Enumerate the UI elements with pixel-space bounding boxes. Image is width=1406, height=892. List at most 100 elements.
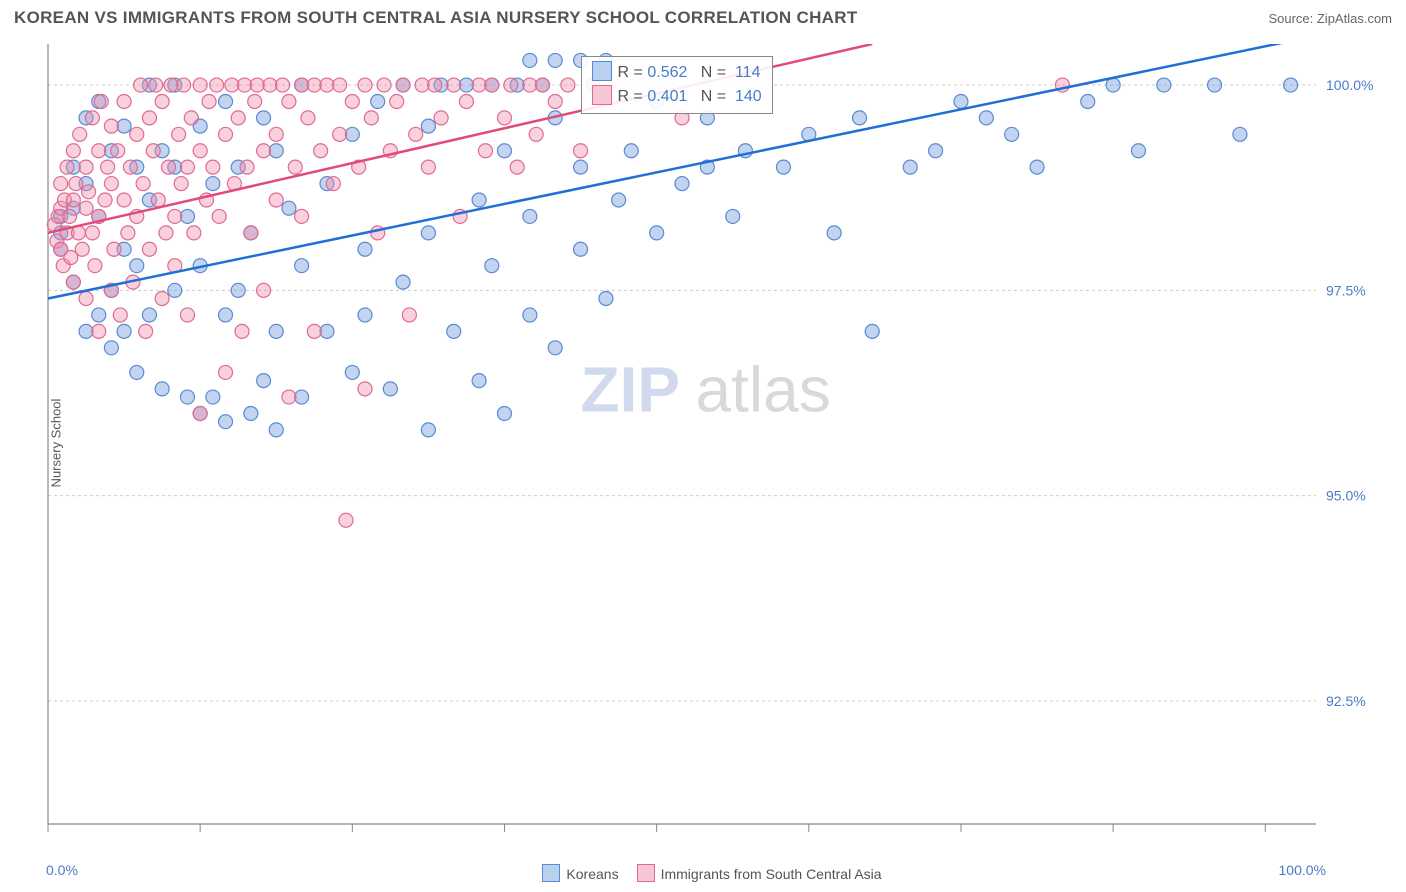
data-point [421, 423, 435, 437]
data-point [244, 226, 258, 240]
data-point [574, 242, 588, 256]
data-point [212, 209, 226, 223]
data-point [210, 78, 224, 92]
stat-value-n: 114 [735, 64, 761, 81]
data-point [523, 209, 537, 223]
data-point [396, 78, 410, 92]
data-point [447, 78, 461, 92]
data-point [123, 160, 137, 174]
data-point [314, 144, 328, 158]
stat-label-r: R = [618, 64, 648, 81]
data-point [130, 127, 144, 141]
data-point [472, 193, 486, 207]
data-point [155, 382, 169, 396]
stats-row: R = 0.401 N = 140 [592, 85, 762, 109]
data-point [776, 160, 790, 174]
data-point [548, 53, 562, 67]
y-tick-label: 95.0% [1326, 488, 1366, 504]
data-point [307, 78, 321, 92]
data-point [174, 177, 188, 191]
data-point [142, 111, 156, 125]
data-point [510, 160, 524, 174]
stat-label-r: R = [618, 88, 648, 105]
data-point [111, 144, 125, 158]
data-point [447, 324, 461, 338]
stat-label-n: N = [687, 64, 735, 81]
data-point [263, 78, 277, 92]
data-point [85, 226, 99, 240]
data-point [155, 292, 169, 306]
data-point [288, 160, 302, 174]
data-point [206, 160, 220, 174]
data-point [219, 127, 233, 141]
chart-title: KOREAN VS IMMIGRANTS FROM SOUTH CENTRAL … [14, 8, 858, 28]
data-point [117, 119, 131, 133]
data-point [269, 193, 283, 207]
data-point [295, 259, 309, 273]
data-point [79, 292, 93, 306]
data-point [121, 226, 135, 240]
data-point [485, 78, 499, 92]
data-point [73, 127, 87, 141]
data-point [184, 111, 198, 125]
stat-label-n: N = [687, 88, 735, 105]
stats-row: R = 0.562 N = 114 [592, 61, 762, 85]
data-point [104, 119, 118, 133]
svg-text:ZIP: ZIP [581, 354, 681, 426]
data-point [69, 177, 83, 191]
data-point [307, 324, 321, 338]
data-point [136, 177, 150, 191]
data-point [478, 144, 492, 158]
data-point [415, 78, 429, 92]
data-point [485, 259, 499, 273]
data-point [92, 308, 106, 322]
data-point [269, 144, 283, 158]
data-point [282, 94, 296, 108]
series-immigrants-from-south-central-asia [47, 78, 1069, 527]
legend-label: Koreans [566, 866, 618, 882]
data-point [238, 78, 252, 92]
data-point [257, 144, 271, 158]
data-point [142, 308, 156, 322]
stats-legend-box: R = 0.562 N = 114R = 0.401 N = 140 [581, 56, 773, 114]
data-point [79, 201, 93, 215]
data-point [82, 185, 96, 199]
data-point [231, 111, 245, 125]
data-point [269, 423, 283, 437]
legend-swatch [592, 85, 612, 105]
data-point [117, 94, 131, 108]
data-point [240, 160, 254, 174]
data-point [206, 177, 220, 191]
data-point [1030, 160, 1044, 174]
data-point [402, 308, 416, 322]
data-point [104, 177, 118, 191]
data-point [523, 308, 537, 322]
data-point [383, 382, 397, 396]
data-point [320, 78, 334, 92]
data-point [333, 127, 347, 141]
legend-swatch [542, 864, 560, 882]
data-point [244, 406, 258, 420]
data-point [250, 78, 264, 92]
data-point [193, 78, 207, 92]
data-point [164, 78, 178, 92]
data-point [358, 382, 372, 396]
data-point [60, 160, 74, 174]
chart-header: KOREAN VS IMMIGRANTS FROM SOUTH CENTRAL … [0, 0, 1406, 32]
data-point [66, 144, 80, 158]
data-point [428, 78, 442, 92]
data-point [497, 406, 511, 420]
data-point [66, 275, 80, 289]
data-point [187, 226, 201, 240]
data-point [177, 78, 191, 92]
data-point [472, 374, 486, 388]
data-point [219, 415, 233, 429]
data-point [282, 201, 296, 215]
data-point [168, 283, 182, 297]
data-point [561, 78, 575, 92]
data-point [421, 226, 435, 240]
data-point [574, 160, 588, 174]
data-point [193, 406, 207, 420]
data-point [421, 160, 435, 174]
data-point [377, 78, 391, 92]
